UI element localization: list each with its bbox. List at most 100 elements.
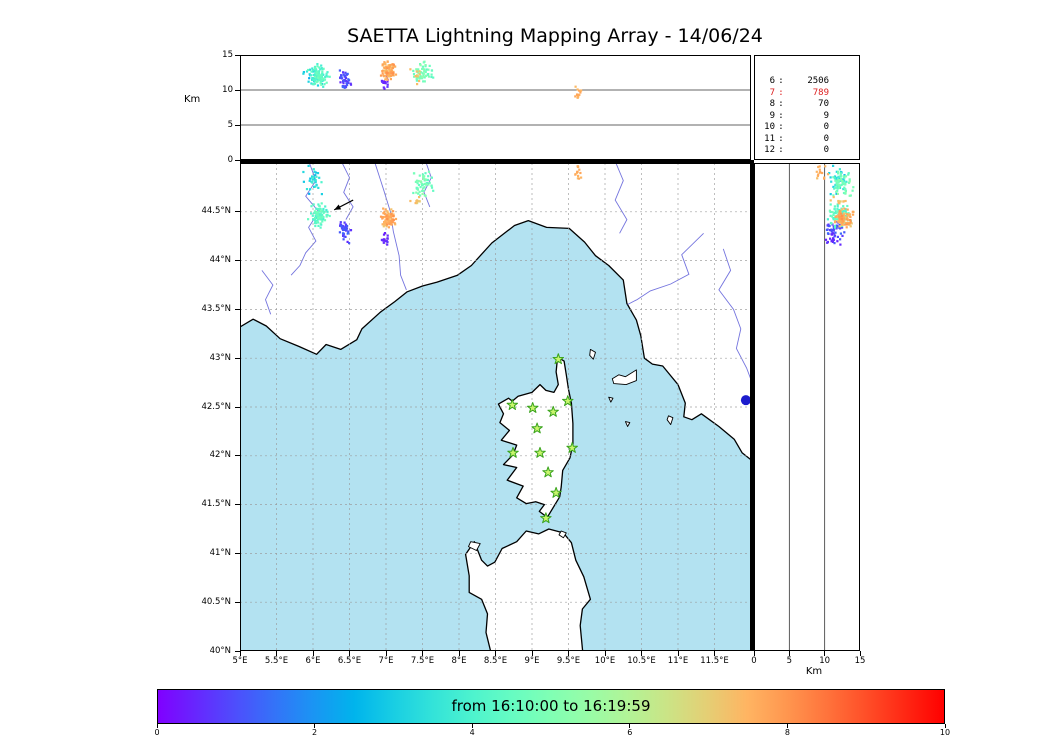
lightning-source-point <box>818 165 821 168</box>
lightning-source-point <box>345 228 348 231</box>
lightning-source-point <box>385 221 388 224</box>
lightning-source-point <box>424 64 427 67</box>
lightning-source-point <box>843 231 846 234</box>
lightning-source-point <box>344 74 347 77</box>
lightning-source-point <box>846 204 849 208</box>
station-star-marker <box>566 442 578 453</box>
lightning-source-point <box>311 214 314 217</box>
lightning-source-point <box>830 215 834 218</box>
station-star-marker <box>550 486 562 498</box>
lightning-source-point <box>312 68 315 72</box>
lightning-source-point <box>831 240 835 243</box>
lightning-source-point <box>829 193 832 196</box>
lightning-source-point <box>343 79 346 82</box>
lightning-source-point <box>844 208 847 211</box>
lightning-source-point <box>416 75 420 78</box>
lightning-source-point <box>317 212 320 215</box>
lightning-source-point <box>385 225 388 228</box>
lightning-source-point <box>319 77 322 80</box>
lightning-source-point <box>421 184 424 187</box>
lightning-source-point <box>416 68 419 71</box>
lightning-source-point <box>421 189 424 192</box>
lightning-source-point <box>832 196 835 199</box>
lightning-source-point <box>317 71 320 74</box>
altitude-vs-latitude-panel <box>754 163 860 651</box>
lightning-source-point <box>317 218 320 221</box>
lightning-source-point <box>837 199 840 203</box>
colorbar-tick-mark <box>944 724 946 728</box>
lightning-source-point <box>346 224 349 228</box>
lightning-source-point <box>847 223 850 226</box>
lightning-source-point <box>322 211 325 214</box>
lightning-source-point <box>386 60 389 63</box>
lightning-source-point <box>386 218 389 221</box>
lightning-source-point <box>830 228 833 231</box>
lightning-source-point <box>386 78 389 81</box>
lightning-source-point <box>842 218 845 221</box>
lightning-source-point <box>424 172 427 175</box>
lightning-source-point <box>390 223 393 226</box>
alt-tick-mark-right <box>788 651 790 656</box>
lat-tick-mark <box>235 650 240 652</box>
lightning-source-point <box>386 67 389 70</box>
source-count-row: 10: 0 <box>755 122 859 134</box>
station-star-marker <box>540 512 552 524</box>
lightning-source-point <box>313 78 316 81</box>
lightning-source-point <box>388 74 391 77</box>
lightning-source-point <box>312 168 315 171</box>
lightning-source-point <box>341 224 344 228</box>
lightning-source-point <box>833 175 837 178</box>
altitude-axis-label-right: Km <box>805 666 823 677</box>
lightning-source-point <box>392 219 395 222</box>
lightning-source-point <box>319 75 322 78</box>
lightning-source-point <box>315 69 318 72</box>
lightning-source-point <box>577 177 581 180</box>
lightning-source-point <box>427 175 430 178</box>
lightning-source-point <box>320 202 323 205</box>
lightning-source-point <box>340 225 343 228</box>
lightning-source-point <box>837 170 840 173</box>
lightning-source-point <box>574 95 577 98</box>
station-star-marker <box>507 446 519 458</box>
lightning-source-point <box>836 187 839 190</box>
lightning-source-point <box>311 175 314 178</box>
lightning-source-point <box>384 240 387 243</box>
lightning-source-point <box>576 96 579 99</box>
lat-tick-label: 43.5°N <box>201 303 231 314</box>
lon-tick-label: 5°E <box>232 656 248 666</box>
lightning-source-point <box>835 170 838 173</box>
lightning-source-point <box>430 186 434 189</box>
lightning-source-point <box>318 78 321 81</box>
lightning-source-point <box>342 82 345 85</box>
lightning-source-point <box>833 207 836 211</box>
lightning-source-point <box>837 180 840 183</box>
lightning-source-point <box>830 180 833 183</box>
lightning-source-point <box>848 194 851 197</box>
lightning-source-point <box>850 222 853 225</box>
colorbar-tick-mark <box>156 724 158 728</box>
lightning-source-point <box>393 222 396 225</box>
lightning-source-point <box>833 217 836 220</box>
landmass-pianosa <box>608 396 614 403</box>
lightning-source-point <box>835 180 838 184</box>
lightning-source-point <box>847 218 850 221</box>
map-border <box>240 163 751 651</box>
lightning-source-point <box>848 213 851 216</box>
chart-title: SAETTA Lightning Mapping Array - 14/06/2… <box>347 25 763 47</box>
lightning-source-point <box>576 93 579 96</box>
alt-tick-label-right: 15 <box>854 656 866 666</box>
lon-tick-label: 7.5°E <box>410 656 435 666</box>
lightning-source-point <box>387 72 390 75</box>
lat-tick-label: 41°N <box>209 547 231 558</box>
lightning-source-point <box>427 68 430 71</box>
lightning-source-point <box>830 230 833 233</box>
lightning-source-point <box>834 215 837 218</box>
lightning-source-point <box>844 175 848 178</box>
lat-tick-mark <box>235 211 240 213</box>
alt-tick-label-top: 15 <box>222 49 233 60</box>
lon-tick-mark <box>276 651 277 656</box>
lon-tick-mark <box>422 651 423 656</box>
lightning-source-point <box>344 235 347 238</box>
river <box>341 163 354 220</box>
lightning-source-point <box>423 68 426 71</box>
